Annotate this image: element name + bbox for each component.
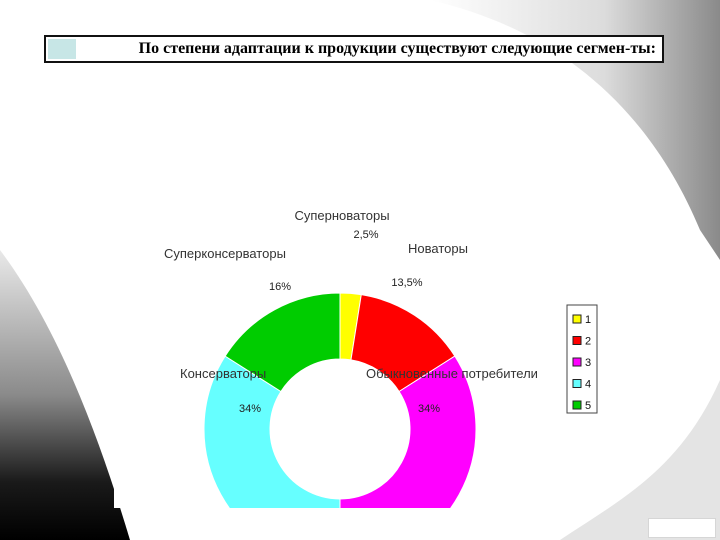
donut-slice-3	[339, 355, 477, 508]
legend-swatch-3	[572, 357, 582, 367]
slice-name-5: Суперконсерваторы	[164, 246, 286, 261]
legend-label-4: 4	[585, 379, 591, 391]
legend-frame	[566, 304, 598, 414]
donut-slice-4	[203, 355, 341, 508]
legend: 1 2 3 4 5	[566, 304, 598, 414]
value-label-5: 16%	[269, 281, 291, 293]
slide-title-box: По степени адаптации к продукции существ…	[44, 35, 664, 63]
legend-label-3: 3	[585, 357, 591, 369]
slice-name-4: Консерваторы	[180, 366, 266, 381]
slice-name-1: Суперноваторы	[294, 208, 389, 223]
value-label-1: 2,5%	[353, 229, 378, 241]
slide-title: По степени адаптации к продукции существ…	[138, 40, 656, 57]
slice-name-3: Обыкновенные потребители	[366, 366, 538, 381]
chart-panel: 2,5% 13,5% 34% 34% 16% Суперноваторы Новаторы О…	[114, 206, 604, 508]
legend-swatch-4	[572, 379, 582, 388]
value-label-3: 34%	[418, 403, 440, 415]
value-label-2: 13,5%	[391, 277, 422, 289]
donut-slice-5	[224, 292, 341, 393]
left-dark-swoosh	[0, 250, 130, 540]
legend-label-2: 2	[585, 336, 591, 348]
legend-label-5: 5	[585, 400, 591, 412]
top-right-swoosh	[430, 0, 720, 260]
value-label-4: 34%	[239, 403, 261, 415]
slice-name-2: Новаторы	[408, 241, 468, 256]
legend-swatch-5	[572, 400, 582, 410]
bottom-right-swoosh	[560, 380, 720, 540]
legend-swatch-1	[572, 314, 582, 324]
corner-box	[648, 518, 716, 538]
donut-chart: 2,5% 13,5% 34% 34% 16% Суперноваторы Новаторы О…	[164, 208, 598, 508]
legend-swatch-2	[572, 336, 582, 345]
legend-label-1: 1	[585, 314, 591, 326]
